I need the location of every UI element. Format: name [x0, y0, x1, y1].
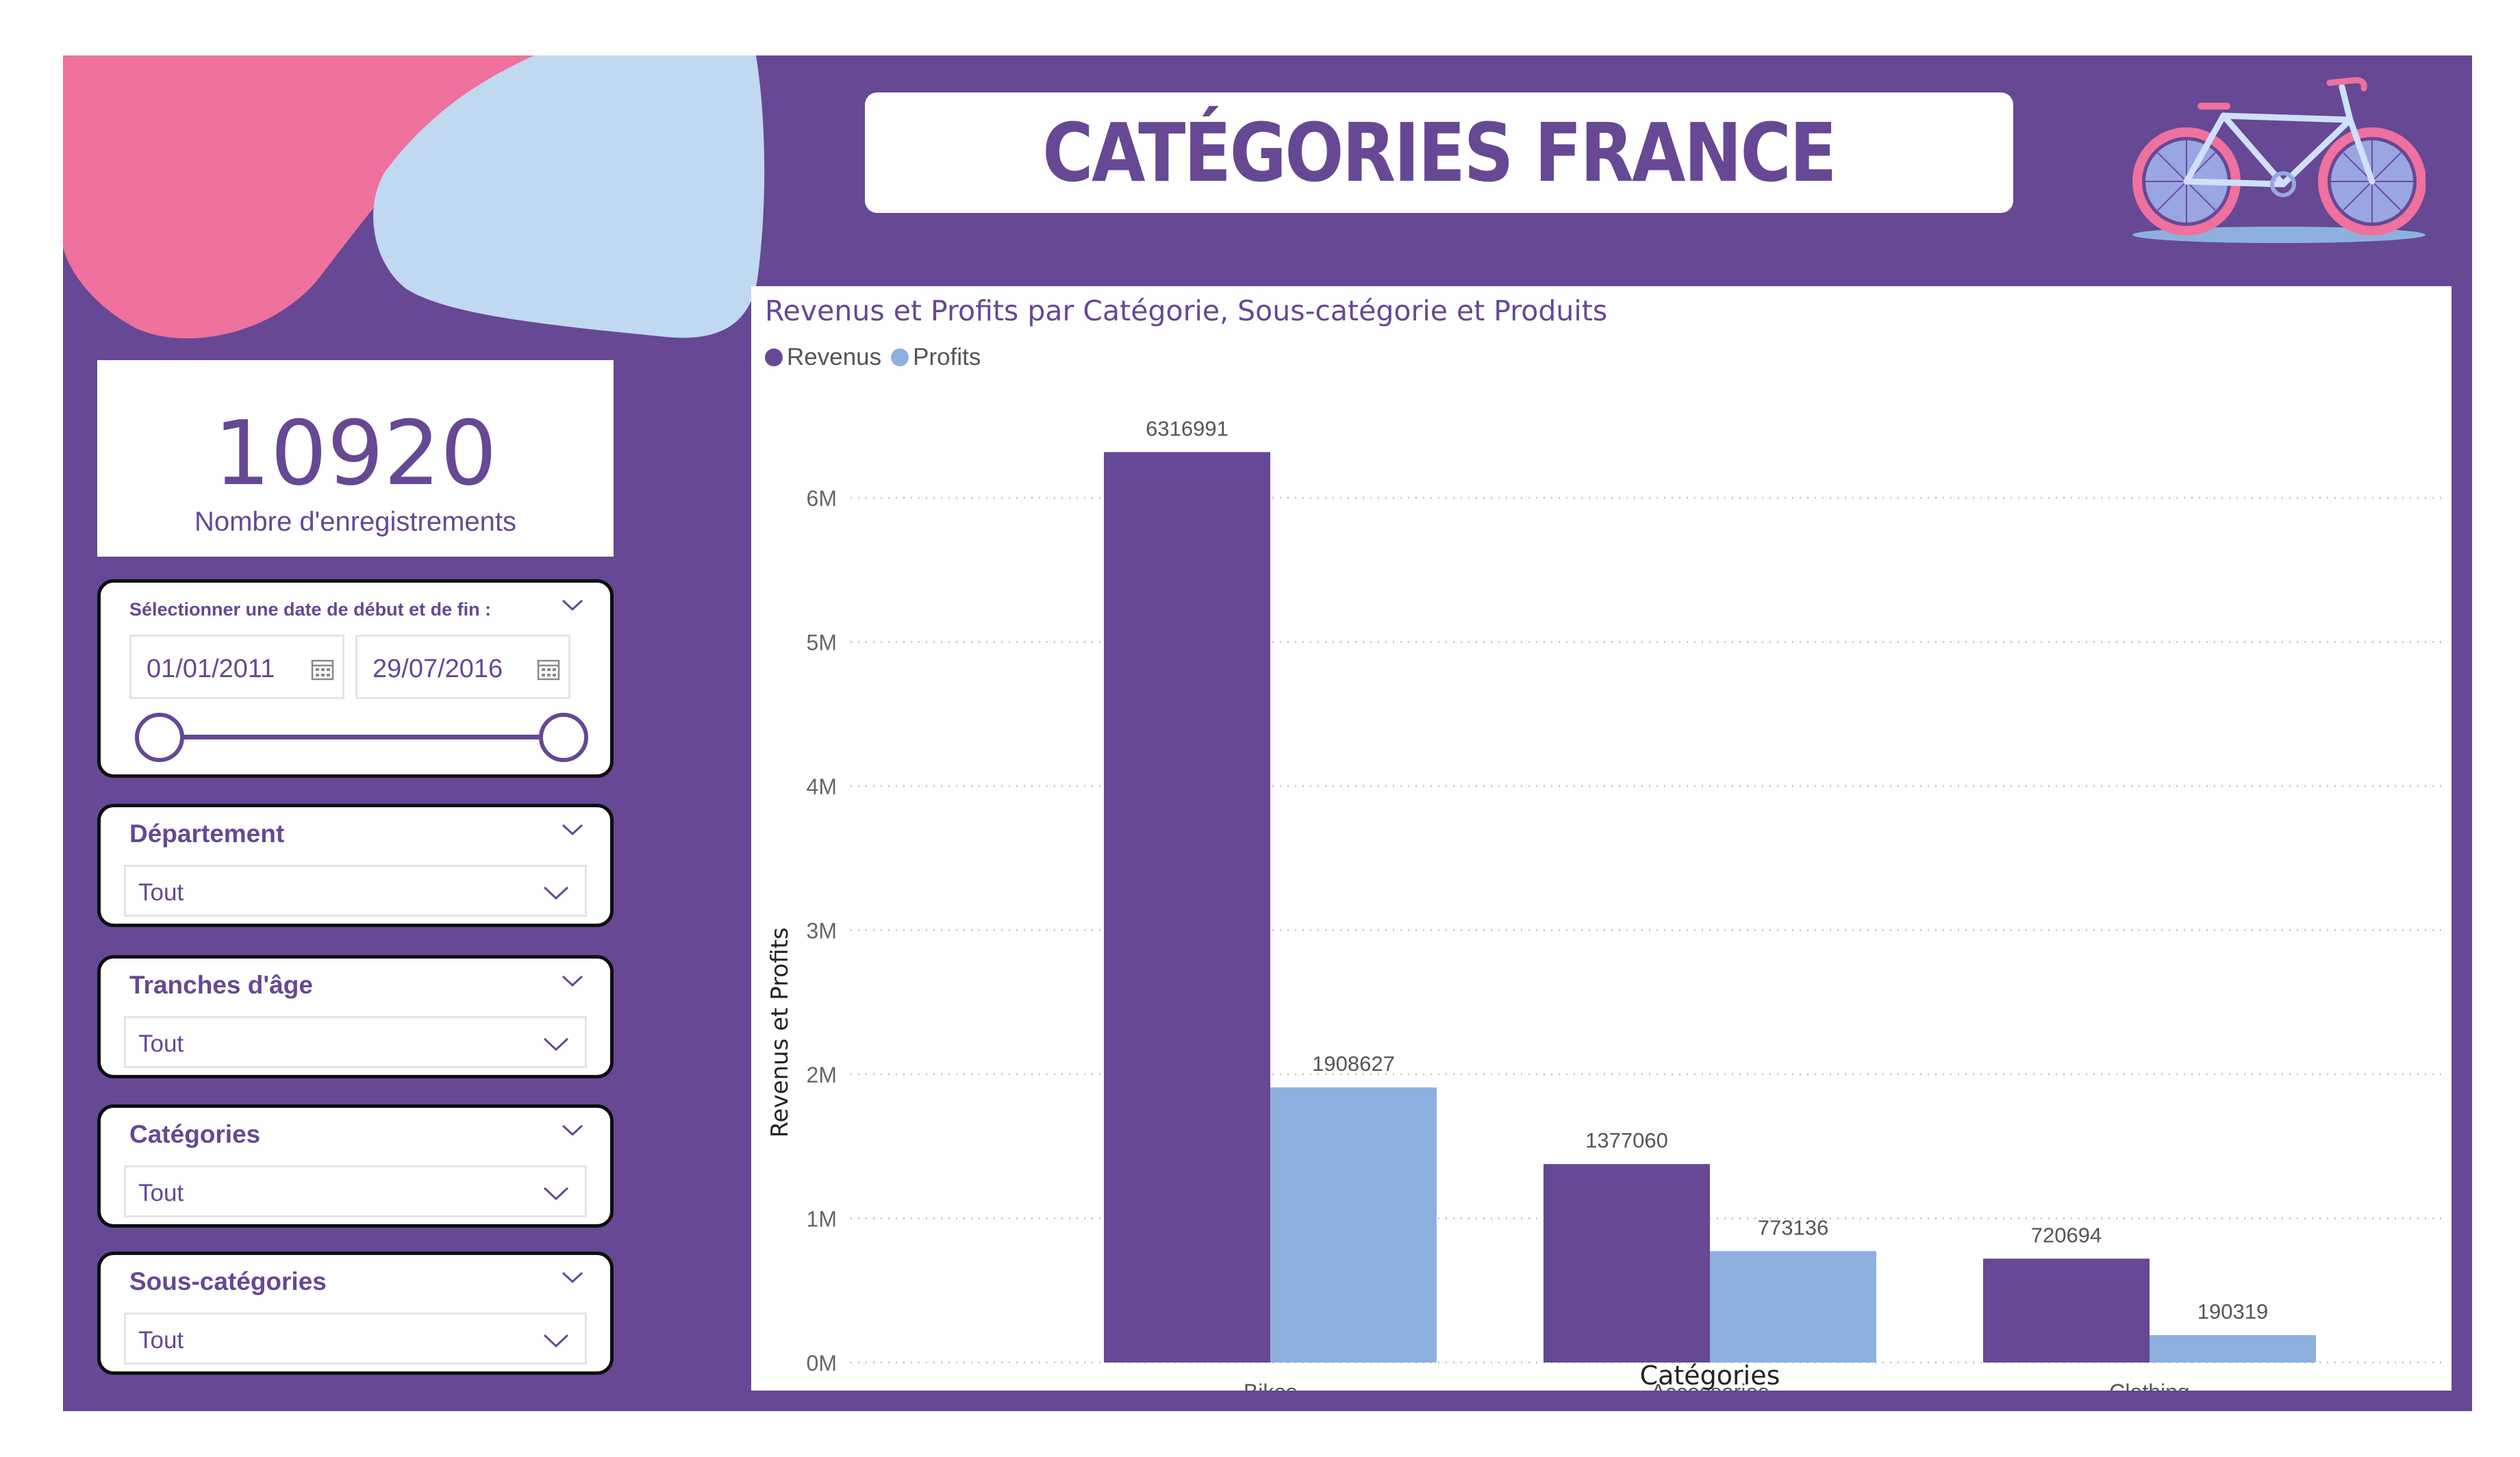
bar-profits-bikes	[1270, 1087, 1437, 1363]
chevron-down-icon[interactable]	[542, 1332, 570, 1349]
x-tick-label: Clothing	[2109, 1380, 2189, 1391]
slicer-title: Département	[129, 820, 285, 848]
date-range-track[interactable]	[161, 735, 553, 739]
legend-label: Revenus	[787, 344, 882, 370]
y-tick-label: 1M	[807, 1207, 837, 1232]
date-slicer-title: Sélectionner une date de début et de fin…	[129, 599, 492, 620]
dashboard-frame: CATÉGORIES FRANCE 10920 Nombre d'enregis…	[63, 55, 2472, 1411]
data-label: 6316991	[1146, 416, 1228, 440]
chevron-down-icon[interactable]	[561, 822, 584, 837]
x-tick-label: Accessories	[1651, 1380, 1769, 1391]
kpi-label: Nombre d'enregistrements	[194, 507, 517, 537]
bicycle-icon	[2132, 77, 2426, 243]
start-date-input[interactable]: 01/01/2011	[129, 635, 344, 699]
slicer-title: Catégories	[129, 1120, 261, 1148]
data-label: 1908627	[1312, 1052, 1395, 1076]
calendar-icon[interactable]	[311, 657, 334, 681]
chevron-down-icon[interactable]	[561, 974, 584, 989]
chevron-down-icon[interactable]	[561, 1270, 584, 1285]
y-tick-label: 3M	[807, 919, 837, 943]
kpi-value: 10920	[214, 401, 497, 505]
slicer-title: Sous-catégories	[129, 1267, 327, 1295]
chevron-down-icon[interactable]	[542, 885, 570, 901]
sous-categories-dropdown[interactable]: Tout	[124, 1313, 587, 1365]
y-axis-label: Revenus et Profits	[766, 927, 794, 1137]
legend-label: Profits	[913, 344, 981, 370]
bar-revenus-accessories	[1544, 1164, 1710, 1363]
chart-card: Revenus et Profits par Catégorie, Sous-c…	[751, 286, 2452, 1391]
tranches-age-dropdown[interactable]: Tout	[124, 1016, 587, 1068]
slicer-sous-categories: Sous-catégories Tout	[97, 1252, 614, 1375]
end-date-value: 29/07/2016	[373, 655, 503, 683]
y-tick-label: 2M	[807, 1063, 837, 1087]
slicer-tranches-age: Tranches d'âge Tout	[97, 955, 614, 1078]
slicer-title: Tranches d'âge	[129, 971, 313, 999]
slicer-categories: Catégories Tout	[97, 1104, 614, 1228]
dropdown-value: Tout	[138, 1030, 184, 1057]
bar-revenus-bikes	[1104, 452, 1270, 1363]
chevron-down-icon[interactable]	[561, 1123, 584, 1138]
legend-item-revenus[interactable]: Revenus	[765, 344, 881, 371]
y-tick-label: 6M	[807, 486, 837, 511]
categories-dropdown[interactable]: Tout	[124, 1165, 587, 1217]
date-range-slicer: Sélectionner une date de début et de fin…	[97, 579, 614, 778]
y-tick-label: 0M	[807, 1351, 837, 1376]
kpi-card: 10920 Nombre d'enregistrements	[97, 360, 614, 557]
y-tick-label: 4M	[807, 774, 837, 799]
legend-swatch	[891, 349, 909, 366]
bar-chart: 0M 1M 2M 3M 4M 5M 6M Revenus et Profits 6316991 1…	[766, 416, 2446, 1391]
legend-item-profits[interactable]: Profits	[891, 344, 981, 371]
dropdown-value: Tout	[138, 879, 184, 906]
x-tick-label: Bikes	[1244, 1380, 1297, 1391]
chart-title: Revenus et Profits par Catégorie, Sous-c…	[765, 294, 1608, 327]
data-label: 773136	[1758, 1215, 1828, 1239]
chart-legend: Revenus Profits	[765, 344, 990, 371]
calendar-icon[interactable]	[537, 657, 560, 681]
page-title: CATÉGORIES FRANCE	[1042, 105, 1837, 200]
pink-blob	[63, 55, 534, 339]
blue-blob	[373, 55, 765, 338]
end-date-input[interactable]: 29/07/2016	[355, 635, 570, 699]
bar-profits-accessories	[1710, 1251, 1876, 1363]
chevron-down-icon[interactable]	[542, 1036, 570, 1052]
y-tick-label: 5M	[807, 631, 837, 655]
bar-profits-clothing	[2150, 1334, 2316, 1363]
range-start-handle[interactable]	[135, 713, 184, 762]
dropdown-value: Tout	[138, 1180, 184, 1206]
start-date-value: 01/01/2011	[147, 655, 275, 683]
slicer-departement: Département Tout	[97, 804, 614, 927]
departement-dropdown[interactable]: Tout	[124, 865, 587, 917]
data-label: 720694	[2031, 1223, 2102, 1247]
legend-swatch	[765, 349, 783, 366]
range-end-handle[interactable]	[539, 713, 588, 762]
x-axis-label: Catégories	[1640, 1360, 1780, 1391]
decorative-blobs	[63, 55, 765, 339]
data-label: 1377060	[1585, 1128, 1668, 1152]
data-label: 190319	[2197, 1300, 2268, 1323]
chevron-down-icon[interactable]	[542, 1185, 570, 1202]
dropdown-value: Tout	[138, 1327, 184, 1354]
title-banner: CATÉGORIES FRANCE	[865, 92, 2013, 213]
bar-revenus-clothing	[1983, 1258, 2150, 1363]
chevron-down-icon[interactable]	[561, 598, 584, 613]
